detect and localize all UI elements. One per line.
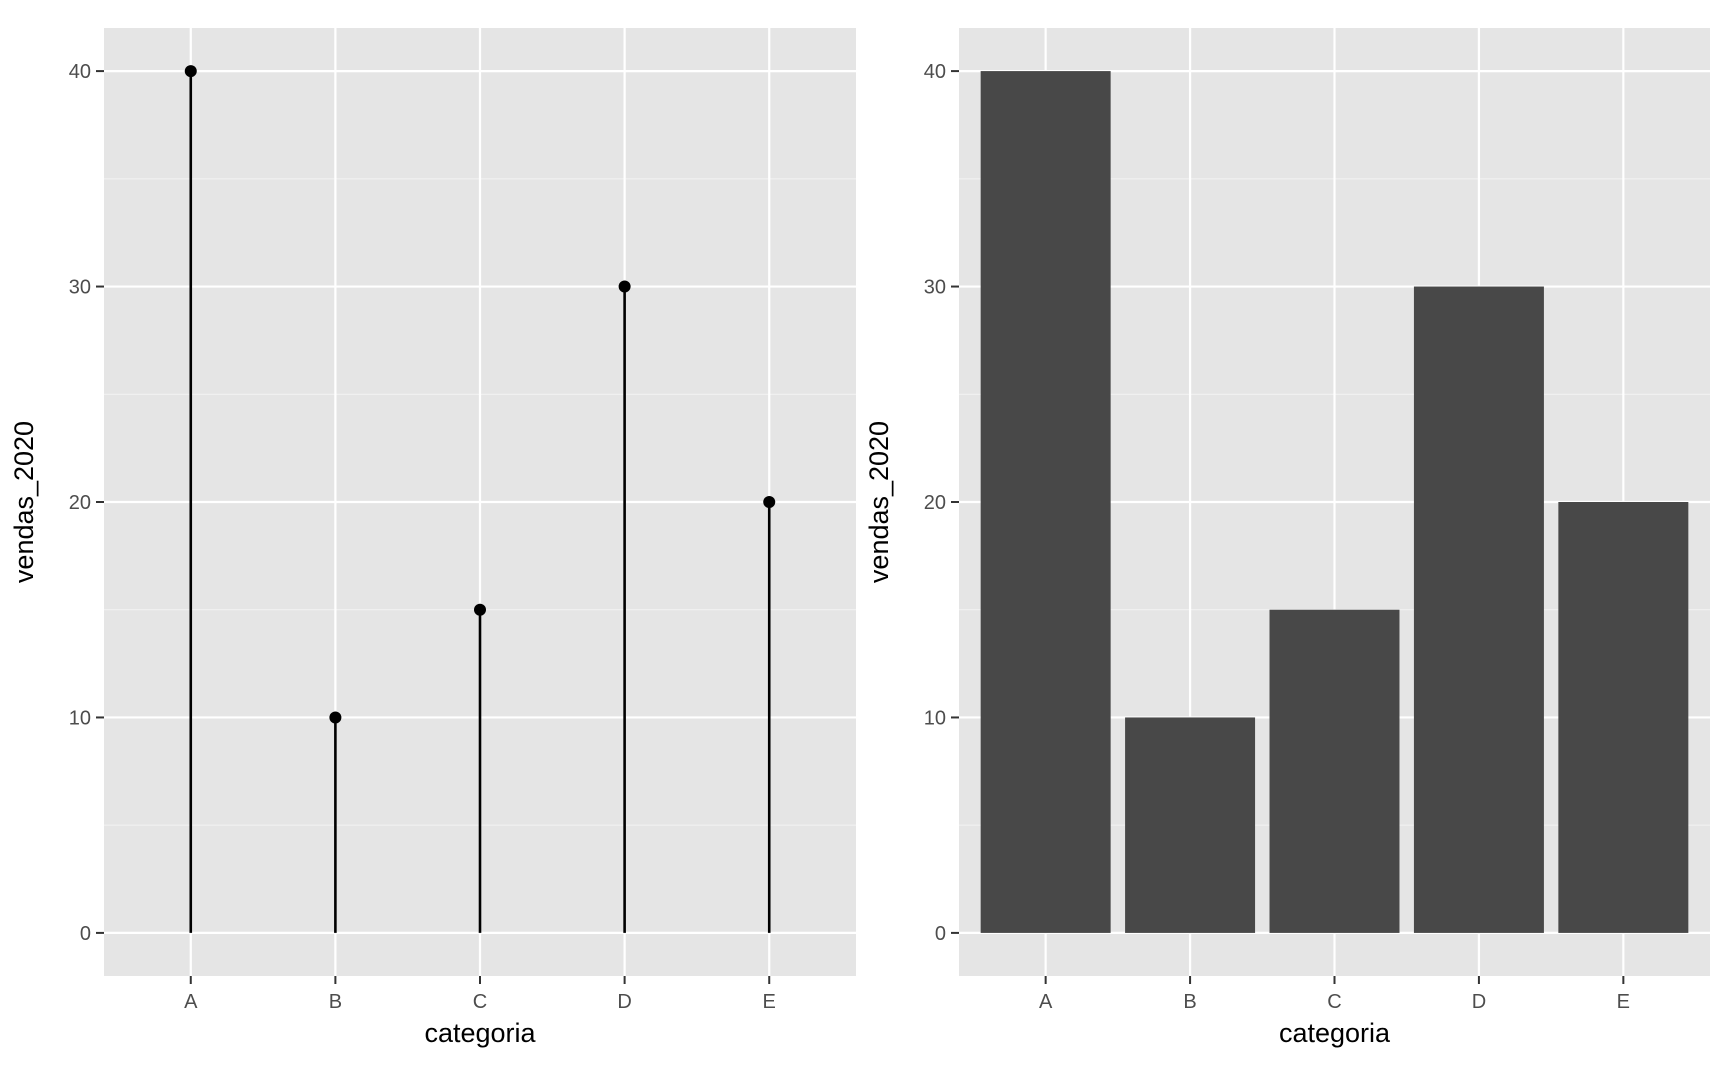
bar-A bbox=[980, 71, 1111, 933]
x-tick-label: E bbox=[1617, 991, 1630, 1013]
lollipop-point-D bbox=[618, 280, 631, 293]
x-tick-label: D bbox=[1472, 991, 1486, 1013]
lollipop-point-C bbox=[474, 603, 486, 616]
lollipop-point-B bbox=[329, 711, 342, 724]
y-tick-label: 20 bbox=[69, 492, 91, 514]
y-tick-label: 30 bbox=[69, 277, 91, 299]
bar-D bbox=[1413, 286, 1544, 933]
x-axis-title: categoria bbox=[424, 1018, 536, 1048]
x-tick-label: A bbox=[1039, 991, 1053, 1013]
bar-E bbox=[1558, 502, 1689, 933]
x-tick-label: A bbox=[184, 991, 198, 1013]
y-tick-label: 0 bbox=[935, 923, 946, 945]
y-axis-title: vendas_2020 bbox=[9, 421, 39, 583]
x-tick-label: C bbox=[1327, 991, 1341, 1013]
y-tick-label: 40 bbox=[924, 61, 946, 83]
bar-B bbox=[1125, 717, 1256, 933]
x-tick-label: E bbox=[763, 991, 776, 1013]
x-tick-label: B bbox=[1183, 991, 1196, 1013]
y-tick-label: 20 bbox=[924, 492, 946, 514]
x-axis-title: categoria bbox=[1279, 1018, 1391, 1048]
x-tick-label: B bbox=[329, 991, 342, 1013]
y-axis-title: vendas_2020 bbox=[864, 421, 894, 583]
y-tick-label: 0 bbox=[80, 923, 91, 945]
bar-C bbox=[1269, 609, 1400, 933]
y-tick-label: 40 bbox=[69, 61, 91, 83]
y-tick-label: 10 bbox=[69, 707, 91, 729]
lollipop-point-E bbox=[763, 496, 776, 508]
x-tick-label: D bbox=[617, 991, 631, 1013]
x-tick-label: C bbox=[473, 991, 487, 1013]
y-tick-label: 10 bbox=[924, 707, 946, 729]
y-tick-label: 30 bbox=[924, 277, 946, 299]
lollipop-point-A bbox=[184, 65, 197, 78]
